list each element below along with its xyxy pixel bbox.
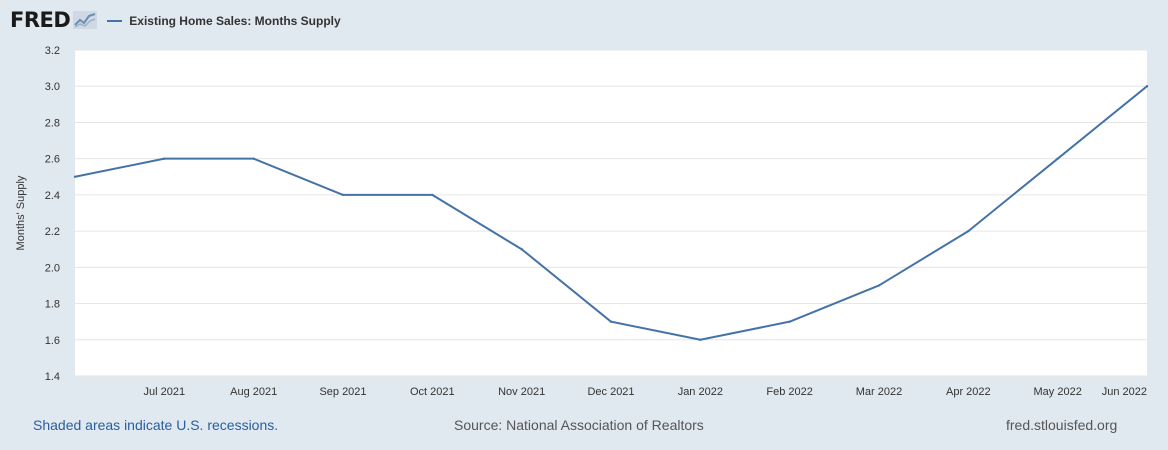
- series-points: [73, 85, 1149, 341]
- y-tick-label: 3.2: [45, 45, 60, 57]
- data-point[interactable]: [967, 229, 970, 233]
- x-tick-label: Apr 2022: [946, 386, 991, 398]
- y-tick-label: 2.2: [45, 226, 60, 238]
- data-point[interactable]: [163, 157, 166, 160]
- x-tick-label: May 2022: [1034, 386, 1082, 398]
- y-tick-label: 2.4: [45, 190, 60, 202]
- data-point[interactable]: [788, 320, 791, 323]
- data-point[interactable]: [699, 338, 702, 341]
- x-tick-label: Aug 2021: [230, 386, 277, 398]
- y-tick-label: 3.0: [45, 81, 60, 93]
- data-point[interactable]: [431, 193, 434, 197]
- line-chart: 1.4 1.6 1.8 2.0 2.2 2.4 2.6 2.8 3.0 3.2 Jul 2021 A…: [15, 45, 1149, 398]
- line-chart-icon: [73, 11, 98, 29]
- data-point[interactable]: [1056, 157, 1059, 160]
- data-point[interactable]: [609, 320, 613, 323]
- x-tick-label: Mar 2022: [856, 386, 902, 398]
- data-point[interactable]: [341, 193, 345, 197]
- x-tick-label: Oct 2021: [410, 386, 455, 398]
- legend-swatch: [107, 19, 123, 22]
- data-point[interactable]: [1145, 85, 1149, 88]
- y-axis-label: Months' Supply: [15, 175, 27, 250]
- x-tick-label: Sep 2021: [319, 386, 366, 398]
- x-tick-label: Jan 2022: [678, 386, 723, 398]
- fred-logo[interactable]: FRED: [10, 8, 98, 32]
- y-tick-label: 2.8: [45, 117, 60, 129]
- y-tick-label: 1.4: [45, 371, 60, 383]
- legend-label: Existing Home Sales: Months Supply: [129, 13, 341, 28]
- data-point[interactable]: [73, 175, 77, 178]
- y-tick-label: 2.0: [45, 262, 60, 274]
- data-point[interactable]: [252, 157, 255, 160]
- source-text: Source: National Association of Realtors: [454, 417, 704, 433]
- y-tick-label: 1.8: [45, 299, 60, 311]
- x-axis-ticks: Jul 2021 Aug 2021 Sep 2021 Oct 2021 Nov 2021…: [144, 386, 1147, 398]
- data-point[interactable]: [877, 284, 881, 287]
- fred-logo-text: FRED: [10, 8, 71, 32]
- site-link[interactable]: fred.stlouisfed.org: [1006, 417, 1118, 433]
- x-tick-label: Dec 2021: [587, 386, 634, 398]
- x-tick-label: Jun 2022: [1102, 386, 1147, 398]
- y-tick-label: 2.6: [45, 154, 60, 166]
- x-tick-label: Feb 2022: [766, 386, 812, 398]
- x-tick-label: Nov 2021: [498, 386, 545, 398]
- y-tick-label: 1.6: [45, 335, 60, 347]
- legend[interactable]: Existing Home Sales: Months Supply: [107, 13, 341, 28]
- data-point[interactable]: [520, 248, 523, 251]
- y-axis-ticks: 1.4 1.6 1.8 2.0 2.2 2.4 2.6 2.8 3.0 3.2: [45, 45, 60, 383]
- plot-area: [75, 50, 1147, 376]
- chart-header: FRED Existing Home Sales: Months Supply: [10, 6, 341, 34]
- recession-note-link[interactable]: Shaded areas indicate U.S. recessions.: [33, 417, 279, 433]
- x-tick-label: Jul 2021: [144, 386, 186, 398]
